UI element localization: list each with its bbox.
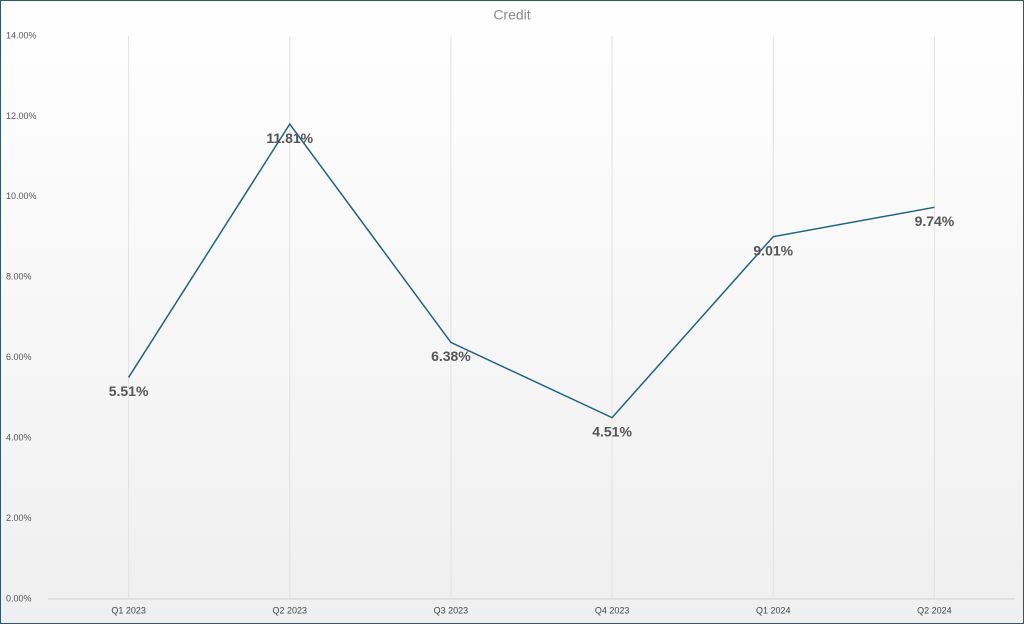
data-label: 6.38% (431, 348, 471, 364)
y-tick-label: 8.00% (6, 272, 32, 282)
y-tick-label: 6.00% (6, 352, 32, 362)
x-tick-label: Q3 2023 (434, 605, 469, 615)
data-label: 5.51% (109, 383, 149, 399)
chart-title: Credit (493, 7, 530, 23)
y-tick-label: 14.00% (6, 30, 37, 40)
y-tick-label: 4.00% (6, 433, 32, 443)
x-tick-label: Q4 2023 (595, 605, 630, 615)
y-tick-label: 2.00% (6, 513, 32, 523)
x-tick-label: Q2 2023 (272, 605, 307, 615)
x-tick-label: Q2 2024 (917, 605, 952, 615)
data-label: 9.01% (753, 242, 793, 258)
y-tick-label: 12.00% (6, 111, 37, 121)
x-tick-label: Q1 2023 (111, 605, 146, 615)
y-tick-label: 10.00% (6, 191, 37, 201)
data-line (127, 122, 935, 419)
y-tick-label: 0.00% (6, 593, 32, 603)
x-tick-label: Q1 2024 (756, 605, 791, 615)
data-label: 11.81% (266, 130, 313, 146)
data-label: 9.74% (915, 213, 955, 229)
data-label: 4.51% (592, 423, 632, 439)
